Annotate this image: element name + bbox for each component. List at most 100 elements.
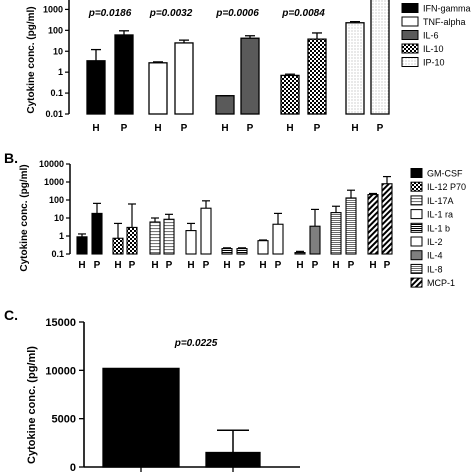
- panel-b-group-label: P: [94, 260, 101, 271]
- panel-a-bars: H Pp=0.0186 H Pp=0.0032 H Pp=0.0006 H Pp=0.0084…: [86, 0, 390, 134]
- panel-b-ytick-label: 10: [54, 213, 64, 223]
- panel-b-bar: [272, 223, 284, 255]
- panel-a-ytick-label: 1000: [43, 4, 63, 14]
- panel-b-legend-label: IL-8: [427, 264, 443, 274]
- panel-b-bar: [381, 183, 393, 255]
- panel-b-group-label: P: [203, 260, 210, 271]
- panel-a-legend-swatch: [401, 16, 419, 27]
- panel-b-group-label: P: [348, 260, 355, 271]
- panel-b: B. Cytokine conc. (pg/ml) 10000100010010…: [4, 150, 466, 288]
- panel-a-bar: [240, 37, 260, 115]
- panel-c-ytick-label: 10000: [45, 365, 76, 377]
- panel-a-legend-label: IFN-gamma: [423, 4, 471, 14]
- panel-b-legend-label: IL-17A: [427, 196, 454, 206]
- panel-b-bar: [91, 212, 103, 255]
- panel-a-group-label: P: [181, 123, 188, 134]
- panel-b-legend-label: IL-1 ra: [427, 210, 453, 220]
- panel-c-ytick-label: 15000: [45, 317, 76, 329]
- panel-b-group-label: H: [78, 260, 85, 271]
- panel-b-legend-label: IL-4: [427, 251, 443, 261]
- panel-b-bar: [126, 226, 138, 255]
- panel-b-legend: GM-CSF IL-12 P70 IL-17A IL-1 ra IL-1 b IL-2 IL…: [410, 168, 466, 288]
- panel-a-ytick-label: 100: [48, 25, 63, 35]
- panel-a-group-label: H: [351, 123, 358, 134]
- panel-a-legend-label: IP-10: [423, 58, 445, 68]
- panel-b-legend-label: IL-12 P70: [427, 182, 466, 192]
- panel-a-pvalue: p=0.0084: [281, 8, 325, 19]
- panel-c-bar: [102, 367, 180, 468]
- panel-c-ytick-label: 5000: [52, 414, 76, 426]
- panel-b-bar: [236, 248, 248, 255]
- panel-b-group-label: P: [166, 260, 173, 271]
- panel-b-legend-label: IL-1 b: [427, 223, 450, 233]
- panel-b-legend-swatch: [410, 181, 423, 192]
- panel-b-group-label: H: [369, 260, 376, 271]
- panel-c-bars: [102, 367, 261, 472]
- panel-b-label: B.: [4, 150, 18, 166]
- panel-a-pvalue: p=0.0006: [215, 8, 259, 19]
- panel-a-bar: [148, 62, 168, 115]
- panel-a-group-label: P: [247, 123, 254, 134]
- panel-a-group-label: P: [377, 123, 384, 134]
- panel-b-group-label: H: [332, 260, 339, 271]
- panel-b-legend-swatch: [410, 236, 423, 247]
- panel-a-pvalue: p=0.0186: [88, 8, 132, 19]
- panel-a-group-label: P: [314, 123, 321, 134]
- panel-b-ylabel: Cytokine conc. (pg/ml): [19, 164, 30, 271]
- panel-a-yaxis: 1000 100 10 1 0.1 0.01: [43, 0, 70, 119]
- panel-a-ytick-label: 0.01: [45, 109, 63, 119]
- panel-b-group-label: P: [239, 260, 246, 271]
- panel-b-legend-swatch: [410, 168, 423, 178]
- panel-b-legend-swatch: [410, 263, 423, 274]
- panel-a-bar: [215, 95, 235, 115]
- panel-a-ylabel: Cytokine conc. (pg/ml): [26, 6, 37, 113]
- panel-a-bar: [307, 38, 327, 115]
- panel-a-legend-label: IL-10: [423, 44, 444, 54]
- panel-b-ytick-label: 10000: [39, 159, 64, 169]
- panel-a-group-label: H: [221, 123, 228, 134]
- panel-b-bar: [257, 240, 269, 255]
- panel-b-ytick-label: 1000: [44, 177, 64, 187]
- panel-b-group-label: H: [151, 260, 158, 271]
- panel-b-legend-swatch: [410, 195, 423, 206]
- panel-a-legend-label: TNF-alpha: [423, 17, 466, 27]
- panel-b-legend-swatch: [410, 277, 423, 288]
- panel-a-group-label: H: [92, 123, 99, 134]
- panel-b-bar: [367, 194, 379, 255]
- panel-b-bar: [221, 248, 233, 255]
- panel-a: Cytokine conc. (pg/ml) 1000 100 10 1 0.1 0.01…: [26, 0, 471, 134]
- panel-c: C. Cytokine conc. (pg/ml) p=0.0225 15000…: [4, 307, 300, 474]
- panel-a-pvalue: p=0.0032: [149, 8, 193, 19]
- panel-b-bar: [149, 221, 161, 255]
- panel-b-group-label: P: [312, 260, 319, 271]
- panel-a-ytick-label: 10: [53, 46, 63, 56]
- panel-b-bar: [163, 218, 175, 255]
- panel-a-ytick-label: 0.1: [50, 88, 63, 98]
- panel-c-label: C.: [4, 307, 18, 323]
- panel-b-ytick-label: 0.1: [51, 249, 64, 259]
- panel-a-legend-swatch: [401, 43, 419, 54]
- panel-b-bar: [345, 197, 357, 255]
- panel-b-group-label: H: [114, 260, 121, 271]
- panel-c-ytick-label: 0: [70, 462, 76, 474]
- panel-a-group-label: H: [154, 123, 161, 134]
- panel-b-bar: [200, 207, 212, 255]
- panel-b-legend-swatch: [410, 209, 423, 220]
- panel-a-legend-label: IL-6: [423, 31, 439, 41]
- panel-a-legend-swatch: [401, 3, 419, 13]
- panel-b-legend-label: MCP-1: [427, 278, 455, 288]
- panel-b-bar: [112, 237, 124, 255]
- panel-a-bar: [345, 22, 365, 115]
- panel-c-bar: [205, 451, 261, 468]
- panel-b-legend-label: IL-2: [427, 237, 443, 247]
- panel-a-bar: [370, 0, 390, 115]
- panel-b-group-label: P: [275, 260, 282, 271]
- panel-b-legend-swatch: [410, 222, 423, 233]
- panel-b-group-label: P: [384, 260, 391, 271]
- panel-b-group-label: H: [223, 260, 230, 271]
- panel-b-yaxis: 10000 1000 100 10 1 0.1: [39, 159, 71, 259]
- panel-b-bar: [76, 236, 88, 255]
- panel-a-bar: [114, 34, 134, 115]
- panel-c-pvalue: p=0.0225: [174, 338, 218, 349]
